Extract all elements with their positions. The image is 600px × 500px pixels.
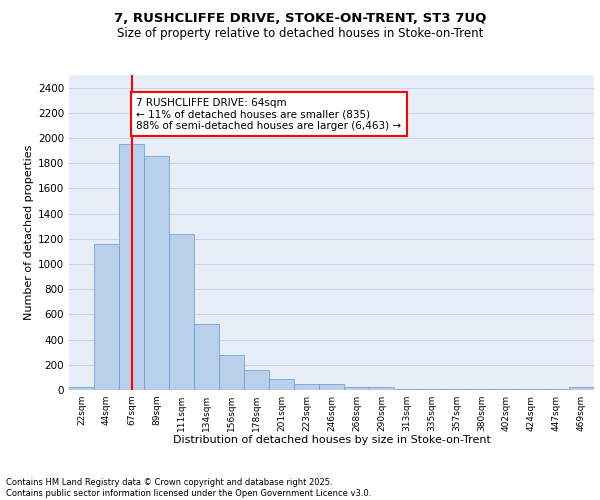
Bar xyxy=(294,384,319,390)
Bar xyxy=(69,387,94,390)
Bar xyxy=(319,384,344,390)
Bar xyxy=(269,378,294,390)
Bar xyxy=(569,388,594,390)
Text: 7 RUSHCLIFFE DRIVE: 64sqm
← 11% of detached houses are smaller (835)
88% of semi: 7 RUSHCLIFFE DRIVE: 64sqm ← 11% of detac… xyxy=(137,98,401,131)
Bar xyxy=(369,388,394,390)
Bar xyxy=(119,144,144,390)
Bar xyxy=(244,370,269,390)
Text: 7, RUSHCLIFFE DRIVE, STOKE-ON-TRENT, ST3 7UQ: 7, RUSHCLIFFE DRIVE, STOKE-ON-TRENT, ST3… xyxy=(114,12,486,26)
X-axis label: Distribution of detached houses by size in Stoke-on-Trent: Distribution of detached houses by size … xyxy=(173,436,490,446)
Bar xyxy=(169,234,194,390)
Text: Contains HM Land Registry data © Crown copyright and database right 2025.
Contai: Contains HM Land Registry data © Crown c… xyxy=(6,478,371,498)
Bar xyxy=(144,156,169,390)
Bar xyxy=(344,388,369,390)
Bar xyxy=(194,324,219,390)
Text: Size of property relative to detached houses in Stoke-on-Trent: Size of property relative to detached ho… xyxy=(117,28,483,40)
Bar xyxy=(219,356,244,390)
Y-axis label: Number of detached properties: Number of detached properties xyxy=(24,145,34,320)
Bar xyxy=(94,244,119,390)
